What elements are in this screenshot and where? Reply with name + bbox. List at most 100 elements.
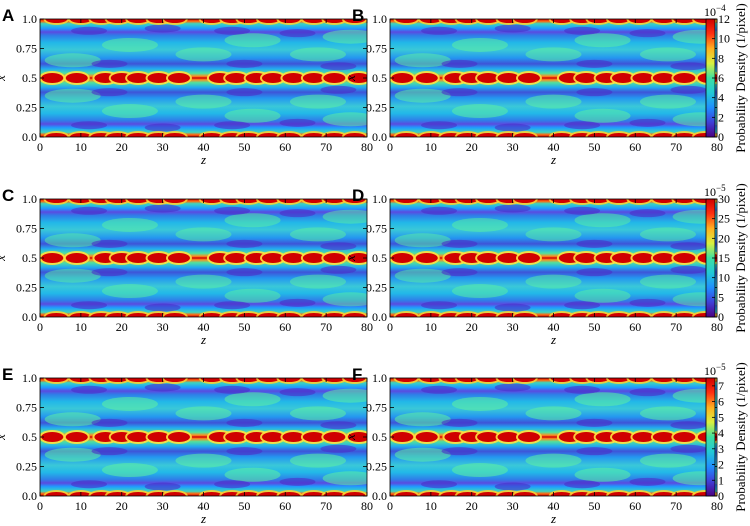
- x-tick-label: 80: [361, 499, 373, 513]
- y-tick-label: 1.0: [22, 192, 37, 206]
- colorbar-tick-label: 0: [718, 310, 724, 324]
- x-tick-label: 30: [507, 499, 519, 513]
- panel-letter: F: [352, 365, 362, 384]
- colorbar-tick-label: 8: [718, 51, 724, 65]
- y-axis-label: x: [0, 255, 8, 262]
- y-tick-label: 0.25: [16, 101, 37, 115]
- y-tick-label: 0.25: [16, 281, 37, 295]
- x-tick-label: 30: [157, 320, 169, 334]
- y-axis-label: x: [343, 75, 358, 82]
- x-tick-label: 60: [279, 499, 291, 513]
- heatmap-image: [40, 378, 367, 496]
- y-tick-label: 1.0: [22, 12, 37, 26]
- colorbar-tick-label: 15: [718, 251, 730, 265]
- y-tick-label: 0.0: [372, 489, 387, 503]
- colorbar-tick-label: 4: [718, 91, 724, 105]
- y-tick-label: 0.75: [16, 222, 37, 236]
- x-tick-label: 0: [387, 140, 393, 154]
- colorbar-tick-label: 0: [718, 489, 724, 503]
- colorbar-tick-label: 2: [718, 458, 724, 472]
- x-tick-label: 60: [629, 320, 641, 334]
- y-tick-label: 0.75: [366, 401, 387, 415]
- x-tick-label: 60: [279, 320, 291, 334]
- x-tick-label: 40: [198, 140, 210, 154]
- x-tick-label: 60: [629, 140, 641, 154]
- y-tick-label: 0.75: [16, 401, 37, 415]
- y-tick-label: 0.5: [22, 430, 37, 444]
- x-tick-label: 10: [75, 320, 87, 334]
- y-tick-label: 1.0: [22, 371, 37, 385]
- x-tick-label: 10: [75, 140, 87, 154]
- colorbar-exponent: 10−5: [704, 183, 726, 199]
- y-tick-label: 0.0: [22, 489, 37, 503]
- y-axis-label: x: [343, 434, 358, 441]
- x-tick-label: 60: [279, 140, 291, 154]
- y-tick-label: 0.5: [372, 430, 387, 444]
- colorbar-tick-label: 10: [718, 271, 730, 285]
- x-tick-label: 80: [361, 320, 373, 334]
- colorbar-tick-label: 10: [718, 32, 730, 46]
- x-tick-label: 10: [425, 320, 437, 334]
- panel-letter: B: [352, 6, 364, 25]
- panel-c: 0 10 20 30 40 50 60 70 80 0.0 0.25 0.5 0.75 1.0 z x C: [0, 186, 373, 347]
- x-axis-label: z: [200, 152, 206, 167]
- x-tick-label: 70: [670, 499, 682, 513]
- panel-a: 0 10 20 30 40 50 60 70 80 0.0 0.25 0.5 0.75 1.0 z x A: [0, 6, 373, 167]
- x-tick-label: 0: [387, 320, 393, 334]
- y-tick-label: 0.0: [22, 310, 37, 324]
- x-tick-label: 40: [198, 499, 210, 513]
- panels-layer: 010203040506070800.00.250.50.751.0zxA010…: [0, 6, 723, 526]
- x-axis-label: z: [550, 511, 556, 526]
- panel-letter: A: [2, 6, 14, 25]
- heatmap-image: [390, 199, 717, 317]
- colorbar-tick-label: 30: [718, 192, 730, 206]
- colorbar-tick-label: 25: [718, 212, 730, 226]
- x-tick-label: 0: [37, 320, 43, 334]
- heatmap-image: [390, 19, 717, 137]
- colorbar-tick-label: 5: [718, 290, 724, 304]
- x-tick-label: 80: [361, 140, 373, 154]
- colorbar-tick-label: 7: [718, 379, 724, 393]
- x-tick-label: 40: [198, 320, 210, 334]
- y-tick-label: 0.25: [366, 281, 387, 295]
- x-tick-label: 30: [507, 140, 519, 154]
- colorbar-tick-label: 0: [718, 130, 724, 144]
- x-tick-label: 10: [425, 140, 437, 154]
- panel-letter: E: [2, 365, 13, 384]
- x-tick-label: 50: [238, 499, 250, 513]
- x-tick-label: 80: [711, 140, 723, 154]
- colorbar-gradient: [705, 377, 716, 497]
- colorbar-tick-label: 3: [718, 442, 724, 456]
- x-tick-label: 40: [548, 499, 560, 513]
- y-axis-label: x: [0, 434, 8, 441]
- x-axis-label: z: [550, 152, 556, 167]
- y-tick-label: 0.5: [372, 71, 387, 85]
- x-tick-label: 0: [37, 140, 43, 154]
- x-tick-label: 20: [116, 499, 128, 513]
- colorbar-tick-label: 5: [718, 410, 724, 424]
- colorbar-tick-label: 12: [718, 12, 730, 26]
- x-tick-label: 50: [588, 499, 600, 513]
- y-tick-label: 0.25: [16, 460, 37, 474]
- x-tick-label: 30: [507, 320, 519, 334]
- colorbar-tick-label: 1: [718, 473, 724, 487]
- panel-e: 0 10 20 30 40 50 60 70 80 0.0 0.25 0.5 0.75 1.0 z x E: [0, 365, 373, 526]
- y-tick-label: 0.0: [372, 310, 387, 324]
- y-tick-label: 0.25: [366, 460, 387, 474]
- colorbar-exponent: 10−5: [704, 362, 726, 378]
- x-tick-label: 50: [238, 140, 250, 154]
- x-tick-label: 10: [425, 499, 437, 513]
- heatmap-image: [40, 199, 367, 317]
- x-tick-label: 80: [711, 320, 723, 334]
- colorbar-tick-label: 6: [718, 395, 724, 409]
- y-tick-label: 0.75: [366, 222, 387, 236]
- y-axis-label: x: [0, 75, 8, 82]
- x-tick-label: 80: [711, 499, 723, 513]
